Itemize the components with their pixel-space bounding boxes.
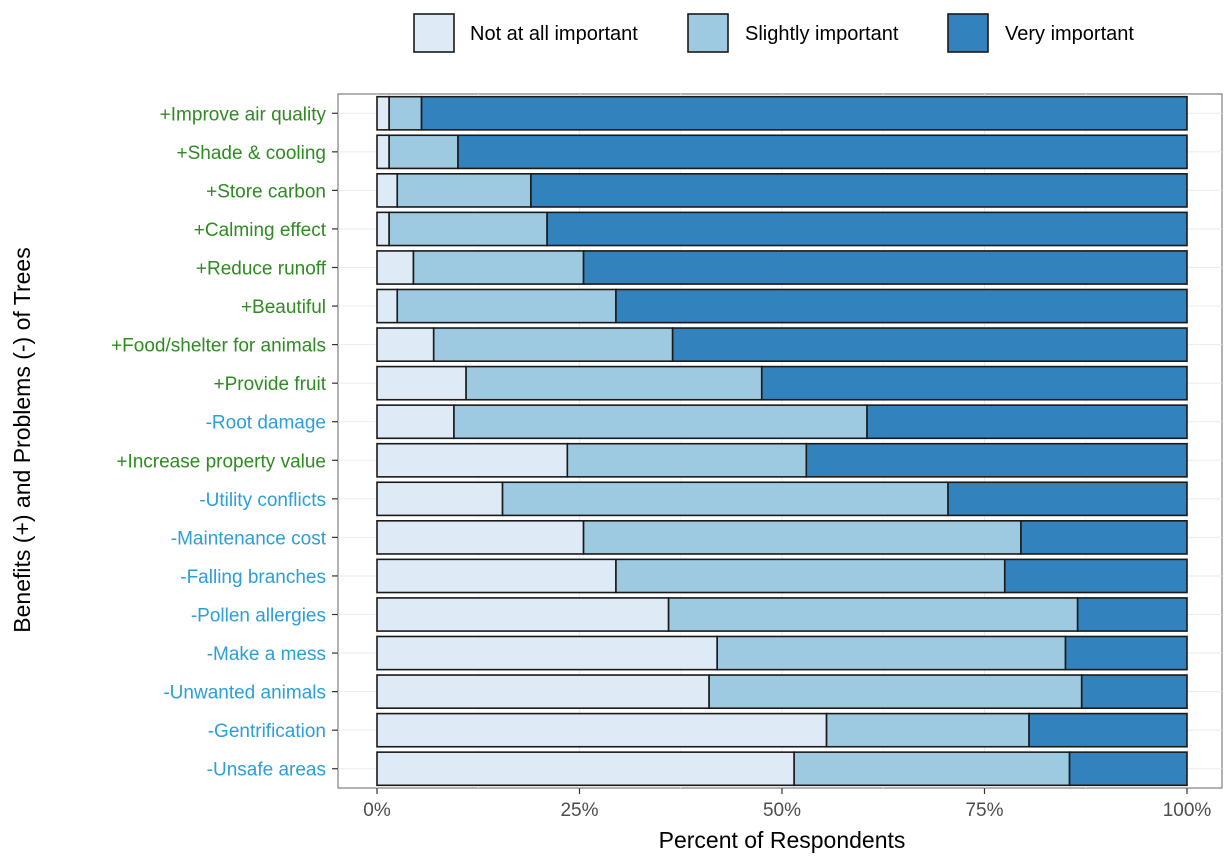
y-tick-label: +Increase property value	[116, 451, 326, 472]
bar-segment	[376, 674, 710, 709]
bar-segment	[671, 327, 1188, 362]
y-tick-label: +Improve air quality	[160, 104, 327, 125]
bar-segment	[1076, 597, 1188, 632]
bar-segment	[805, 442, 1188, 478]
y-tick-label: -Root damage	[206, 413, 326, 434]
plot-panel	[337, 93, 1223, 789]
bar-segment	[582, 250, 1188, 285]
x-axis-labels: 0% 25% 50% 75% 100%	[363, 788, 1211, 821]
bar-segment	[388, 211, 548, 247]
bar-segment	[1028, 712, 1188, 748]
legend-label: Slightly important	[745, 23, 899, 45]
bar-segment	[457, 134, 1188, 170]
x-tick-label: 50%	[763, 800, 801, 821]
bar-segment	[376, 442, 569, 478]
bar-segment	[708, 674, 1083, 709]
bar-segment	[376, 365, 467, 401]
legend-swatch	[687, 13, 729, 53]
bar-segment	[582, 520, 1022, 555]
bar-segment	[1003, 558, 1188, 594]
bar-segment	[376, 558, 617, 594]
bar-segment	[376, 134, 390, 170]
bar-segment	[546, 211, 1188, 247]
x-tick-label: 100%	[1163, 800, 1212, 821]
bar-segment	[453, 404, 868, 440]
legend: Not at all important Slightly important Ve…	[413, 13, 1134, 53]
bar-segment	[1080, 674, 1188, 709]
bar-segment	[530, 173, 1188, 208]
y-tick-label: -Unwanted animals	[163, 683, 326, 704]
bar-segment	[866, 404, 1188, 440]
y-tick-label: -Unsafe areas	[207, 760, 326, 781]
y-tick-label: -Gentrification	[208, 721, 326, 742]
bar-segment	[947, 481, 1188, 517]
bar-segment	[716, 635, 1067, 671]
y-tick-label: +Store carbon	[206, 181, 326, 202]
legend-swatch	[413, 13, 455, 53]
y-tick-label: -Utility conflicts	[199, 490, 326, 511]
plot-background	[337, 93, 1223, 789]
bar-segment	[376, 327, 435, 362]
bar-segment	[396, 173, 532, 208]
bar-segment	[376, 173, 399, 208]
bar-segment	[376, 597, 670, 632]
bar-segment	[376, 712, 828, 748]
bar-segment	[1068, 751, 1188, 787]
y-tick-label: -Make a mess	[207, 644, 326, 665]
bar-segment	[615, 558, 1006, 594]
x-tick-label: 75%	[965, 800, 1003, 821]
bar-segment	[432, 327, 674, 362]
bars	[376, 95, 1188, 787]
bar-segment	[566, 442, 808, 478]
bar-segment	[376, 250, 415, 285]
bar-segment	[1064, 635, 1188, 671]
bar-segment	[1020, 520, 1188, 555]
bar-segment	[376, 211, 390, 247]
bar-segment	[465, 365, 763, 401]
bar-segment	[376, 404, 455, 440]
bar-segment	[376, 635, 719, 671]
y-tick-label: +Reduce runoff	[196, 259, 327, 280]
y-tick-label: +Calming effect	[194, 220, 327, 241]
x-axis-title: Percent of Respondents	[659, 827, 906, 853]
legend-label: Very important	[1005, 23, 1134, 45]
legend-swatch	[947, 13, 989, 53]
legend-label: Not at all important	[470, 23, 638, 45]
y-tick-label: -Falling branches	[180, 567, 326, 588]
bar-segment	[615, 288, 1188, 324]
bar-segment	[376, 288, 399, 324]
bar-segment	[376, 95, 390, 131]
y-tick-label: +Beautiful	[241, 297, 326, 318]
y-tick-label: -Maintenance cost	[171, 528, 327, 549]
bar-segment	[388, 95, 423, 131]
x-tick-label: 25%	[560, 800, 598, 821]
bar-segment	[376, 751, 795, 787]
bar-segment	[825, 712, 1030, 748]
x-tick-label: 0%	[363, 800, 391, 821]
y-tick-label: +Shade & cooling	[177, 143, 326, 164]
bar-segment	[376, 520, 585, 555]
y-axis-title: Benefits (+) and Problems (-) of Trees	[9, 247, 35, 632]
y-tick-label: +Provide fruit	[214, 374, 327, 395]
bar-segment	[388, 134, 459, 170]
y-tick-label: -Pollen allergies	[191, 606, 326, 627]
bar-segment	[760, 365, 1188, 401]
bar-segment	[396, 288, 617, 324]
y-axis-labels: +Improve air quality +Shade & cooling +Sto…	[111, 104, 338, 781]
bar-segment	[412, 250, 585, 285]
y-tick-label: +Food/shelter for animals	[111, 336, 326, 357]
bar-segment	[793, 751, 1071, 787]
bar-segment	[501, 481, 949, 517]
bar-segment	[376, 481, 504, 517]
bar-segment	[667, 597, 1079, 632]
bar-segment	[420, 95, 1188, 131]
